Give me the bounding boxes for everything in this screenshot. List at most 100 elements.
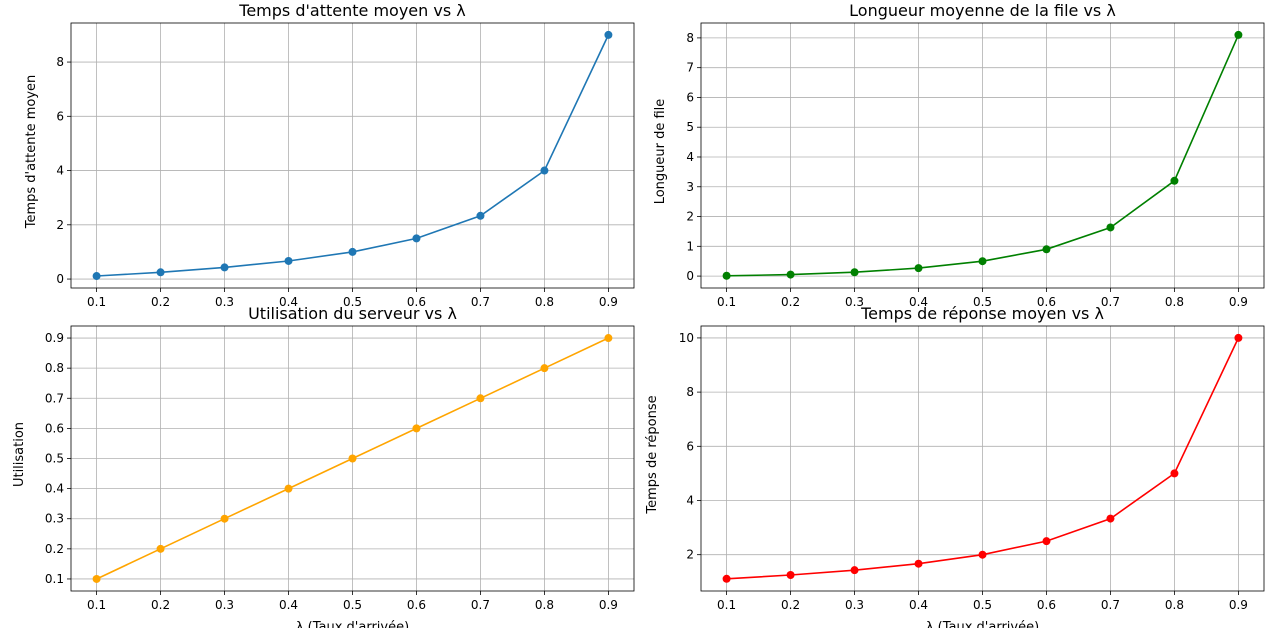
y-tick-label: 8 — [686, 31, 694, 45]
x-tick-label: 0.7 — [471, 598, 490, 612]
y-tick-label: 0.2 — [45, 542, 64, 556]
data-point — [722, 271, 731, 280]
x-tick-label: 0.3 — [215, 295, 234, 309]
data-point — [476, 394, 485, 403]
data-point — [1234, 333, 1243, 342]
data-point — [1234, 30, 1243, 39]
chart-panel-4: 0.1 0.2 0.3 0.4 0.5 0.6 0.7 0.8 0.9 2 4 6 8 10 Temps d… — [645, 304, 1265, 628]
y-tick-label: 0.8 — [45, 361, 64, 375]
x-tick-label: 0.6 — [1037, 598, 1056, 612]
y-tick-label: 4 — [686, 150, 694, 164]
data-point — [1170, 469, 1179, 478]
y-tick-label: 2 — [56, 218, 64, 232]
y-tick-label: 0.4 — [45, 482, 64, 496]
y-tick-label: 2 — [686, 548, 694, 562]
chart-title: Longueur moyenne de la file vs λ — [849, 1, 1116, 20]
x-tick-label: 0.4 — [279, 598, 298, 612]
data-point — [92, 272, 101, 281]
y-tick-label: 0.3 — [45, 512, 64, 526]
x-tick-label: 0.2 — [781, 598, 800, 612]
data-point — [1106, 514, 1115, 523]
y-tick-label: 4 — [686, 493, 694, 507]
x-tick-label: 0.3 — [845, 598, 864, 612]
x-tick-label: 0.4 — [909, 295, 928, 309]
x-tick-label: 0.9 — [599, 295, 618, 309]
data-point — [786, 270, 795, 279]
x-tick-label: 0.9 — [1229, 295, 1248, 309]
chart-panel-3: 0.1 0.2 0.3 0.4 0.5 0.6 0.7 0.8 0.9 0.1 0.2 0.3 0.4 0… — [12, 304, 635, 628]
data-point — [92, 574, 101, 583]
chart-panel-1: 0.1 0.2 0.3 0.4 0.5 0.6 0.7 0.8 0.9 0 2 4 6 8 Temps d'… — [24, 1, 635, 309]
data-point — [348, 247, 357, 256]
x-tick-label: 0.1 — [87, 598, 106, 612]
y-tick-label: 6 — [56, 109, 64, 123]
x-tick-label: 0.1 — [717, 598, 736, 612]
y-tick-label: 5 — [686, 120, 694, 134]
data-point — [914, 559, 923, 568]
x-tick-label: 0.7 — [1101, 295, 1120, 309]
x-tick-label: 0.8 — [535, 598, 554, 612]
y-tick-label: 7 — [686, 61, 694, 75]
y-tick-label: 8 — [686, 385, 694, 399]
data-point — [978, 550, 987, 559]
data-point — [284, 484, 293, 493]
y-tick-label: 0.7 — [45, 391, 64, 405]
y-tick-label: 3 — [686, 180, 694, 194]
x-tick-label: 0.8 — [1165, 598, 1184, 612]
y-tick-label: 0.5 — [45, 452, 64, 466]
x-tick-label: 0.5 — [343, 295, 362, 309]
chart-title: Temps d'attente moyen vs λ — [238, 1, 465, 20]
x-tick-label: 0.6 — [407, 598, 426, 612]
x-tick-label: 0.5 — [343, 598, 362, 612]
x-tick-label: 0.6 — [407, 295, 426, 309]
axes-frame — [70, 22, 635, 289]
data-point — [722, 574, 731, 583]
x-axis-label: λ (Taux d'arrivée) — [926, 620, 1039, 628]
x-tick-label: 0.7 — [471, 295, 490, 309]
data-point — [540, 364, 549, 373]
axes-frame — [70, 325, 635, 592]
chart-panel-2: 0.1 0.2 0.3 0.4 0.5 0.6 0.7 0.8 0.9 0 1 2 3 4 5 6 7 8 Long… — [653, 1, 1265, 309]
x-tick-label: 0.2 — [151, 295, 170, 309]
data-point — [1042, 245, 1051, 254]
data-point — [220, 263, 229, 272]
data-point — [284, 256, 293, 265]
data-point — [156, 544, 165, 553]
data-point — [978, 257, 987, 266]
x-tick-label: 0.4 — [279, 295, 298, 309]
x-tick-label: 0.6 — [1037, 295, 1056, 309]
axes-frame — [700, 325, 1265, 592]
y-tick-label: 10 — [679, 331, 694, 345]
data-point — [156, 268, 165, 277]
data-point — [1042, 537, 1051, 546]
y-tick-label: 2 — [686, 210, 694, 224]
y-tick-label: 4 — [56, 164, 64, 178]
y-tick-label: 0.9 — [45, 331, 64, 345]
data-point — [1170, 176, 1179, 185]
x-tick-label: 0.9 — [1229, 598, 1248, 612]
data-point — [604, 30, 613, 39]
data-point — [786, 571, 795, 580]
y-axis-label: Temps d'attente moyen — [24, 75, 39, 230]
data-point — [540, 166, 549, 175]
x-tick-label: 0.1 — [717, 295, 736, 309]
data-point — [476, 211, 485, 220]
x-tick-label: 0.2 — [781, 295, 800, 309]
x-tick-label: 0.5 — [973, 598, 992, 612]
data-point — [604, 334, 613, 343]
data-point — [348, 454, 357, 463]
x-tick-label: 0.5 — [973, 295, 992, 309]
x-tick-label: 0.3 — [215, 598, 234, 612]
chart-title: Utilisation du serveur vs λ — [248, 304, 457, 323]
x-tick-label: 0.9 — [599, 598, 618, 612]
data-point — [850, 566, 859, 575]
chart-title: Temps de réponse moyen vs λ — [860, 304, 1104, 323]
x-tick-label: 0.1 — [87, 295, 106, 309]
y-axis-label: Utilisation — [12, 422, 27, 487]
data-point — [220, 514, 229, 523]
axes-frame — [700, 22, 1265, 289]
data-point — [914, 264, 923, 273]
y-tick-label: 0.1 — [45, 572, 64, 586]
y-tick-label: 0 — [56, 272, 64, 286]
